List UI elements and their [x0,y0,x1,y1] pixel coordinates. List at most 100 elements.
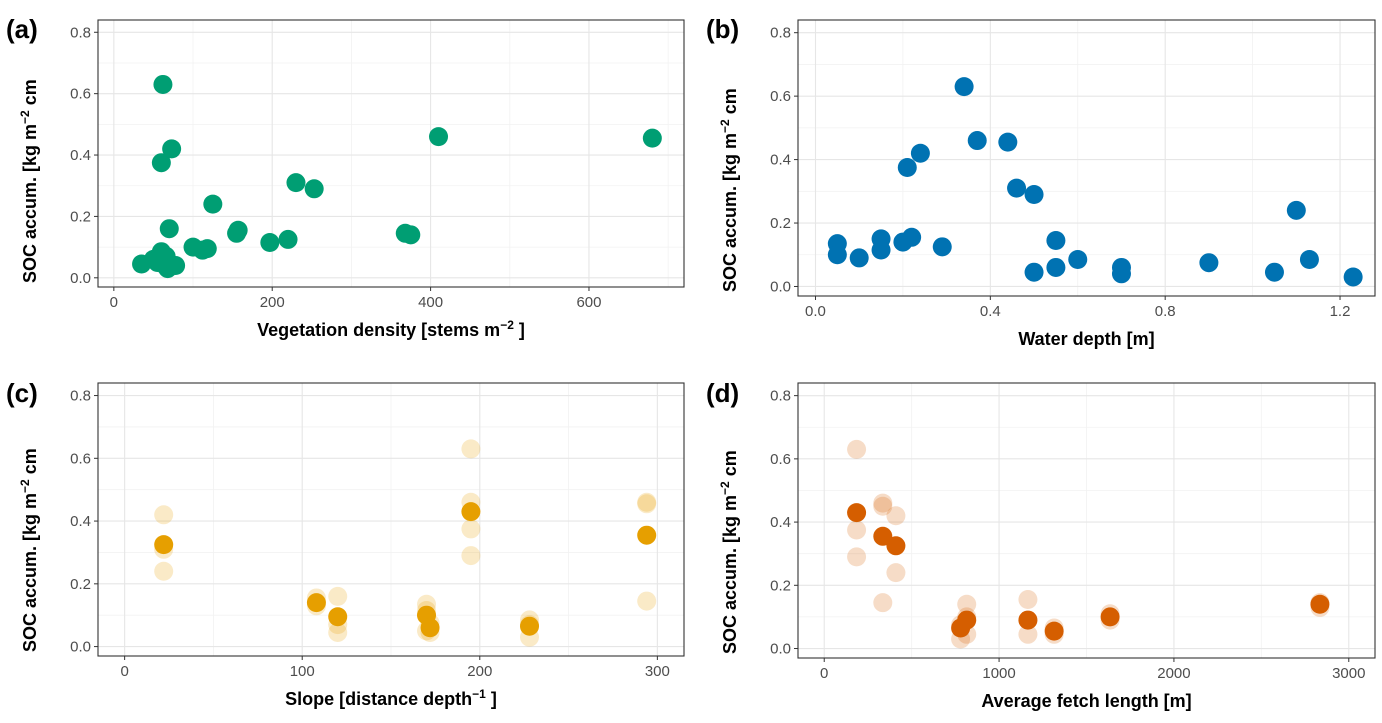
label-text: Average fetch length [m] [981,691,1191,711]
data-point [1024,262,1044,282]
x-tick-label: 200 [260,294,285,311]
label-superscript: −2 [18,479,32,493]
y-tick-label: 0.0 [70,639,91,656]
data-point-mean [420,618,440,638]
data-point [1068,250,1088,270]
label-tail: ] [486,689,497,709]
x-tick-label: 3000 [1332,665,1365,682]
y-tick-label: 0.0 [70,270,91,287]
data-point-mean [154,535,174,555]
label-superscript: −2 [18,110,32,124]
data-point-individual [957,594,977,614]
y-tick-label: 0.8 [770,388,791,405]
data-point [849,248,869,268]
label-text: SOC accum. [kg m [720,133,740,292]
label-text: SOC accum. [kg m [20,124,40,283]
data-points [154,439,657,647]
label-superscript: −2 [500,318,514,332]
label-tail: cm [20,448,40,479]
data-point-individual [328,586,348,606]
x-tick-label: 0 [820,665,828,682]
x-tick-label: 400 [418,294,443,311]
data-point [228,220,248,240]
data-point [1007,178,1027,198]
y-tick-label: 0.4 [770,152,791,169]
y-tick-label: 0.0 [770,641,791,658]
y-tick-label: 0.2 [770,215,791,232]
data-points [827,77,1363,287]
data-point [1199,253,1219,273]
x-tick-label: 0.4 [980,303,1001,320]
data-point-individual [637,591,657,611]
data-point [286,173,306,193]
x-tick-label: 0 [110,294,118,311]
y-tick-label: 0.2 [70,208,91,225]
data-point-individual [847,439,867,459]
plot-border [797,382,1376,659]
data-point [166,256,186,276]
x-tick-label: 300 [645,663,670,680]
plot-area: 0 200 400 600 0.0 0.2 0.4 0.6 0.8 Vegetation dens… [18,19,685,340]
plot-background [798,20,1375,296]
panel-label-c: (c) [6,378,38,408]
data-point [278,229,298,249]
data-point [162,139,182,159]
x-tick-label: 0 [120,663,128,680]
label-tail: cm [20,79,40,110]
data-point-individual [873,496,893,516]
data-point-individual [154,505,174,525]
label-superscript: −2 [718,119,732,133]
data-point-individual [461,439,481,459]
data-points [132,74,662,279]
x-tick-label: 1.2 [1330,303,1351,320]
data-point [1024,184,1044,204]
panel-label-b: (b) [706,14,740,44]
data-point [159,219,179,239]
x-tick-label: 100 [290,663,315,680]
y-tick-label: 0.8 [770,25,791,42]
y-axis-label: SOC accum. [kg m−2 cm [718,450,740,654]
x-axis-label: Average fetch length [m] [981,691,1191,711]
data-point [304,179,324,199]
data-point-mean [957,610,977,630]
data-point-individual [637,494,657,514]
data-point [260,233,280,252]
data-point [910,143,930,163]
y-tick-label: 0.6 [70,450,91,467]
label-text: SOC accum. [kg m [20,493,40,652]
data-point-individual [847,520,867,540]
plot-border [97,382,685,657]
x-axis-label: Water depth [m] [1018,329,1154,349]
data-point [1286,200,1306,220]
label-text: SOC accum. [kg m [720,495,740,654]
x-tick-label: 0.8 [1155,303,1176,320]
x-axis-label: Slope [distance depth−1 ] [285,687,497,709]
data-point [401,225,421,245]
data-points [847,439,1330,649]
data-point [998,132,1018,152]
data-point-individual [873,593,893,613]
data-point [932,237,952,257]
label-superscript: −1 [472,687,486,701]
data-point-individual [847,547,867,567]
y-tick-label: 0.4 [70,147,91,164]
label-text: Water depth [m] [1018,329,1154,349]
data-point [967,131,987,151]
y-tick-label: 0.8 [70,388,91,405]
data-point-mean [1100,607,1120,627]
y-tick-label: 0.8 [70,24,91,41]
data-point [897,158,917,178]
data-point-individual [886,506,906,526]
data-point [1264,262,1284,282]
data-point-individual [328,622,348,642]
label-superscript: −2 [718,481,732,495]
data-point-mean [1044,621,1064,641]
plot-border [97,19,685,288]
x-tick-label: 200 [467,663,492,680]
data-point-individual [461,546,481,566]
data-point-mean [328,607,348,627]
data-point [1111,264,1131,284]
y-axis-label: SOC accum. [kg m−2 cm [18,448,40,652]
plot-area: 0 100 200 300 0.0 0.2 0.4 0.6 0.8 Slope [distance… [18,382,685,709]
